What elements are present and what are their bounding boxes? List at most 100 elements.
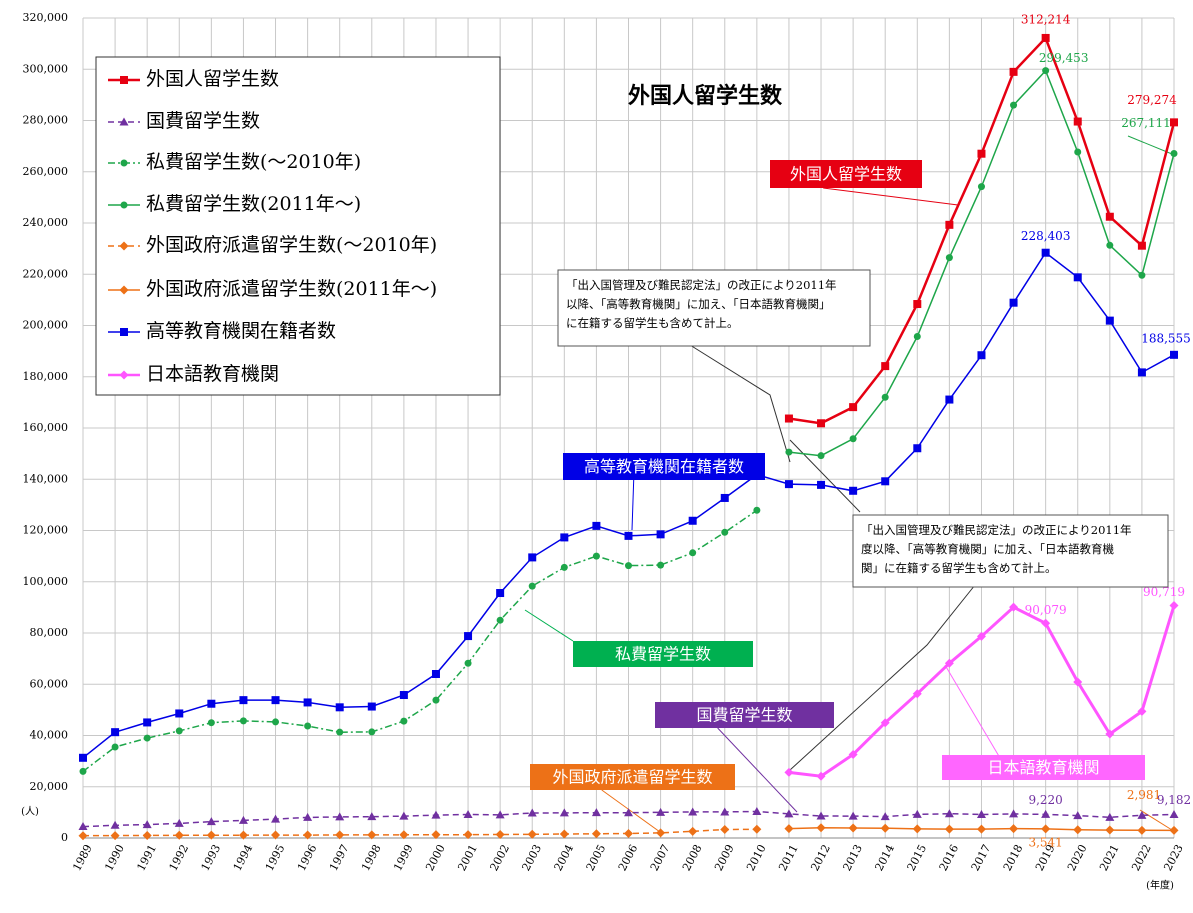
y-tick-label: 220,000 <box>23 267 69 280</box>
y-tick-label: 80,000 <box>30 626 69 639</box>
marker <box>977 149 986 158</box>
marker <box>721 528 729 536</box>
marker <box>431 810 441 819</box>
marker <box>784 824 794 834</box>
y-tick-label: 120,000 <box>23 524 69 537</box>
marker <box>463 830 473 840</box>
marker <box>1074 148 1082 156</box>
marker <box>432 696 440 704</box>
marker <box>238 815 248 824</box>
marker <box>688 826 698 836</box>
marker <box>78 831 88 841</box>
marker <box>367 702 376 711</box>
y-tick-label: 20,000 <box>30 780 69 793</box>
marker <box>912 824 922 834</box>
y-tick-label: 320,000 <box>23 11 69 24</box>
marker <box>881 362 890 371</box>
note-text: 「出入国管理及び難民認定法」の改正により2011年 <box>566 278 837 292</box>
value-label: 9,220 <box>1028 793 1062 807</box>
callout-label: 外国政府派遣留学生数 <box>552 768 712 787</box>
marker <box>657 561 665 569</box>
marker <box>944 809 954 818</box>
marker <box>431 670 440 678</box>
leader <box>789 584 976 771</box>
marker <box>624 829 633 839</box>
marker <box>367 812 377 821</box>
note-text: 度以降、「高等教育機関」に加え、「日本語教育機 <box>861 542 1114 556</box>
note-box <box>557 269 871 347</box>
marker <box>304 722 312 730</box>
marker <box>1170 150 1178 158</box>
marker <box>272 718 280 726</box>
x-axis-unit: (年度) <box>1146 879 1174 892</box>
marker <box>1170 118 1178 127</box>
marker <box>120 201 128 209</box>
value-label: 228,403 <box>1021 229 1071 243</box>
leader <box>1139 809 1173 831</box>
marker <box>977 183 985 191</box>
value-label: 299,453 <box>1039 51 1089 65</box>
marker <box>120 76 128 84</box>
y-tick-label: 140,000 <box>23 472 69 485</box>
marker <box>496 616 504 624</box>
marker <box>238 830 248 840</box>
marker <box>1073 677 1083 687</box>
marker <box>1137 241 1146 250</box>
marker <box>1073 811 1083 820</box>
marker <box>399 691 408 700</box>
marker <box>1137 810 1147 819</box>
marker <box>816 771 826 781</box>
marker <box>1009 602 1019 612</box>
marker <box>784 480 793 489</box>
callout-label: 日本語教育機関 <box>987 758 1099 777</box>
marker <box>720 493 729 502</box>
legend-label: 私費留学生数(～2010年) <box>146 151 361 173</box>
legend-label: 日本語教育機関 <box>146 363 279 385</box>
marker <box>1105 729 1115 739</box>
marker <box>1169 809 1179 818</box>
marker <box>880 718 890 728</box>
marker <box>976 810 986 819</box>
marker <box>120 328 128 336</box>
marker <box>656 828 666 838</box>
marker <box>591 829 601 839</box>
marker <box>1105 212 1114 221</box>
marker <box>336 728 344 736</box>
callout-box <box>942 755 1145 780</box>
marker <box>207 719 215 727</box>
marker <box>1041 809 1051 818</box>
marker <box>495 810 505 819</box>
marker <box>817 452 825 460</box>
marker <box>1169 825 1179 835</box>
marker <box>720 807 730 816</box>
legend-label: 私費留学生数(2011年～) <box>146 193 361 215</box>
marker <box>207 699 216 708</box>
marker <box>785 448 793 456</box>
leader <box>601 789 661 833</box>
leader <box>524 609 574 642</box>
marker <box>912 689 922 699</box>
marker <box>431 830 441 840</box>
marker <box>79 767 87 775</box>
value-label: 2,981 <box>1127 788 1161 802</box>
y-tick-label: 0 <box>61 831 68 844</box>
marker <box>848 811 858 820</box>
marker <box>496 589 505 598</box>
legend-label: 外国政府派遣留学生数(2011年～) <box>146 278 437 300</box>
marker <box>239 696 248 705</box>
marker <box>303 812 313 821</box>
marker <box>528 582 536 590</box>
marker <box>111 743 119 751</box>
y-tick-label: 60,000 <box>30 677 69 690</box>
y-tick-label: 100,000 <box>23 575 69 588</box>
legend-label: 外国政府派遣留学生数(～2010年) <box>146 234 437 256</box>
marker <box>1170 350 1178 359</box>
y-tick-label: 260,000 <box>23 165 69 178</box>
marker <box>399 830 409 840</box>
marker <box>111 728 120 737</box>
leader <box>1127 135 1173 155</box>
marker <box>400 717 408 725</box>
y-tick-label: 200,000 <box>23 319 69 332</box>
marker <box>752 824 762 834</box>
value-label: 188,555 <box>1141 331 1191 345</box>
